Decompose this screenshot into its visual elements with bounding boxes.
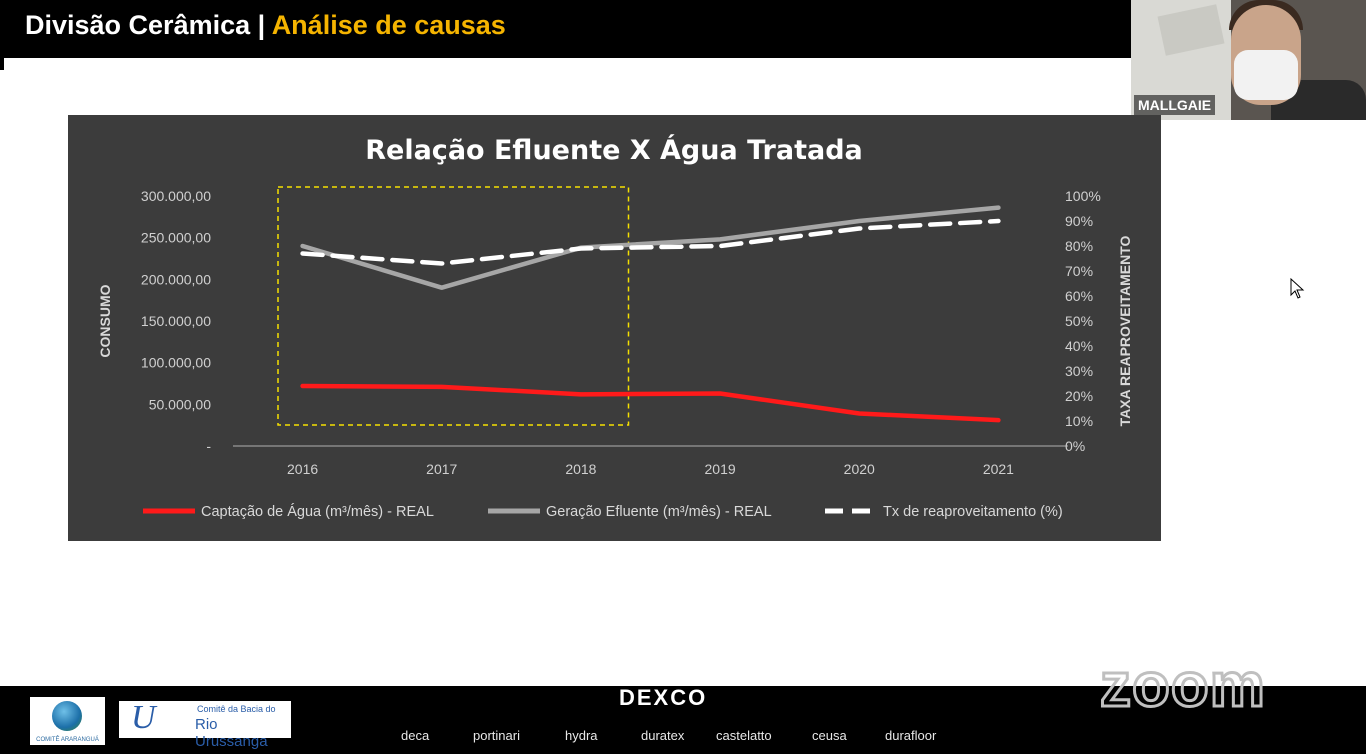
brand-castelatto: castelatto (716, 728, 772, 743)
y-tick-label: 300.000,00 (141, 188, 211, 204)
logo2-mark: U (131, 699, 156, 736)
brand-duratex: duratex (641, 728, 685, 743)
slide-title: Divisão Cerâmica | Análise de causas (25, 10, 506, 41)
series-line-0 (300, 383, 1001, 423)
participant-name: MALLGAIE (1134, 95, 1216, 115)
y2-tick-label: 60% (1065, 288, 1093, 304)
series-line-2 (300, 218, 1001, 266)
header-notch (0, 58, 4, 70)
logo1-caption: COMITÊ ARARANGUÁ (36, 737, 99, 743)
y-tick-label: 50.000,00 (149, 396, 211, 412)
brand-durafloor: durafloor (885, 728, 937, 743)
title-highlight: Análise de causas (271, 10, 506, 40)
logo2-line1: Comitê da Bacia do (197, 704, 276, 714)
line-chart: Relação Efluente X Água Tratada 300.000,… (97, 134, 1133, 520)
x-tick-label: 2019 (705, 461, 736, 477)
y2-tick-label: 40% (1065, 338, 1093, 354)
y-tick-label: 100.000,00 (141, 355, 211, 371)
comite-ararangua-logo: COMITÊ ARARANGUÁ (30, 697, 105, 745)
x-tick-label: 2017 (426, 461, 457, 477)
y2-tick-label: 20% (1065, 388, 1093, 404)
series-group (300, 205, 1001, 423)
zoom-watermark: zoom (1099, 650, 1267, 722)
brand-portinari: portinari (473, 728, 520, 743)
axes: 300.000,00 250.000,00 200.000,00 150.000,00… (141, 188, 1101, 477)
y2-tick-label: 50% (1065, 313, 1093, 329)
globe-icon (52, 701, 82, 731)
x-tick-label: 2016 (287, 461, 318, 477)
y2-tick-label: 10% (1065, 413, 1093, 429)
y2-tick-label: 100% (1065, 188, 1101, 204)
y2-tick-label: 80% (1065, 238, 1093, 254)
chart-title: Relação Efluente X Água Tratada (365, 134, 863, 166)
x-tick-label: 2018 (565, 461, 596, 477)
y-tick-label: 200.000,00 (141, 271, 211, 287)
brand-hydra: hydra (565, 728, 598, 743)
y-tick-label: - (206, 438, 211, 454)
y2-axis-title: TAXA REAPROVEITAMENTO (1117, 235, 1133, 426)
y2-tick-label: 90% (1065, 213, 1093, 229)
brand-deca: deca (401, 728, 430, 743)
legend-label: Geração Efluente (m³/mês) - REAL (546, 504, 772, 520)
y2-tick-label: 70% (1065, 263, 1093, 279)
logo2-line2: Rio Urussanga (195, 716, 268, 750)
dexco-logo: DEXCO (619, 685, 708, 710)
participant-mask (1234, 50, 1298, 100)
x-tick-label: 2020 (844, 461, 875, 477)
y2-tick-label: 30% (1065, 363, 1093, 379)
legend-label: Captação de Água (m³/mês) - REAL (201, 503, 434, 520)
y2-tick-label: 0% (1065, 438, 1085, 454)
mouse-cursor-icon (1290, 278, 1305, 299)
highlight-box (277, 186, 630, 426)
rio-urussanga-logo: U Comitê da Bacia do Rio Urussanga (119, 699, 291, 750)
brand-ceusa: ceusa (812, 728, 847, 743)
series-line-1 (300, 205, 1001, 290)
x-tick-label: 2021 (983, 461, 1014, 477)
chart-panel: Relação Efluente X Água Tratada 300.000,… (68, 115, 1161, 541)
legend: Captação de Água (m³/mês) - REAL Geração … (143, 503, 1063, 520)
y-axis-title: CONSUMO (97, 284, 113, 357)
y-tick-label: 150.000,00 (141, 313, 211, 329)
y-tick-label: 250.000,00 (141, 230, 211, 246)
title-main: Divisão Cerâmica | (25, 10, 266, 40)
legend-label: Tx de reaproveitamento (%) (883, 504, 1063, 520)
participant-video-tile[interactable]: MALLGAIE (1131, 0, 1366, 120)
